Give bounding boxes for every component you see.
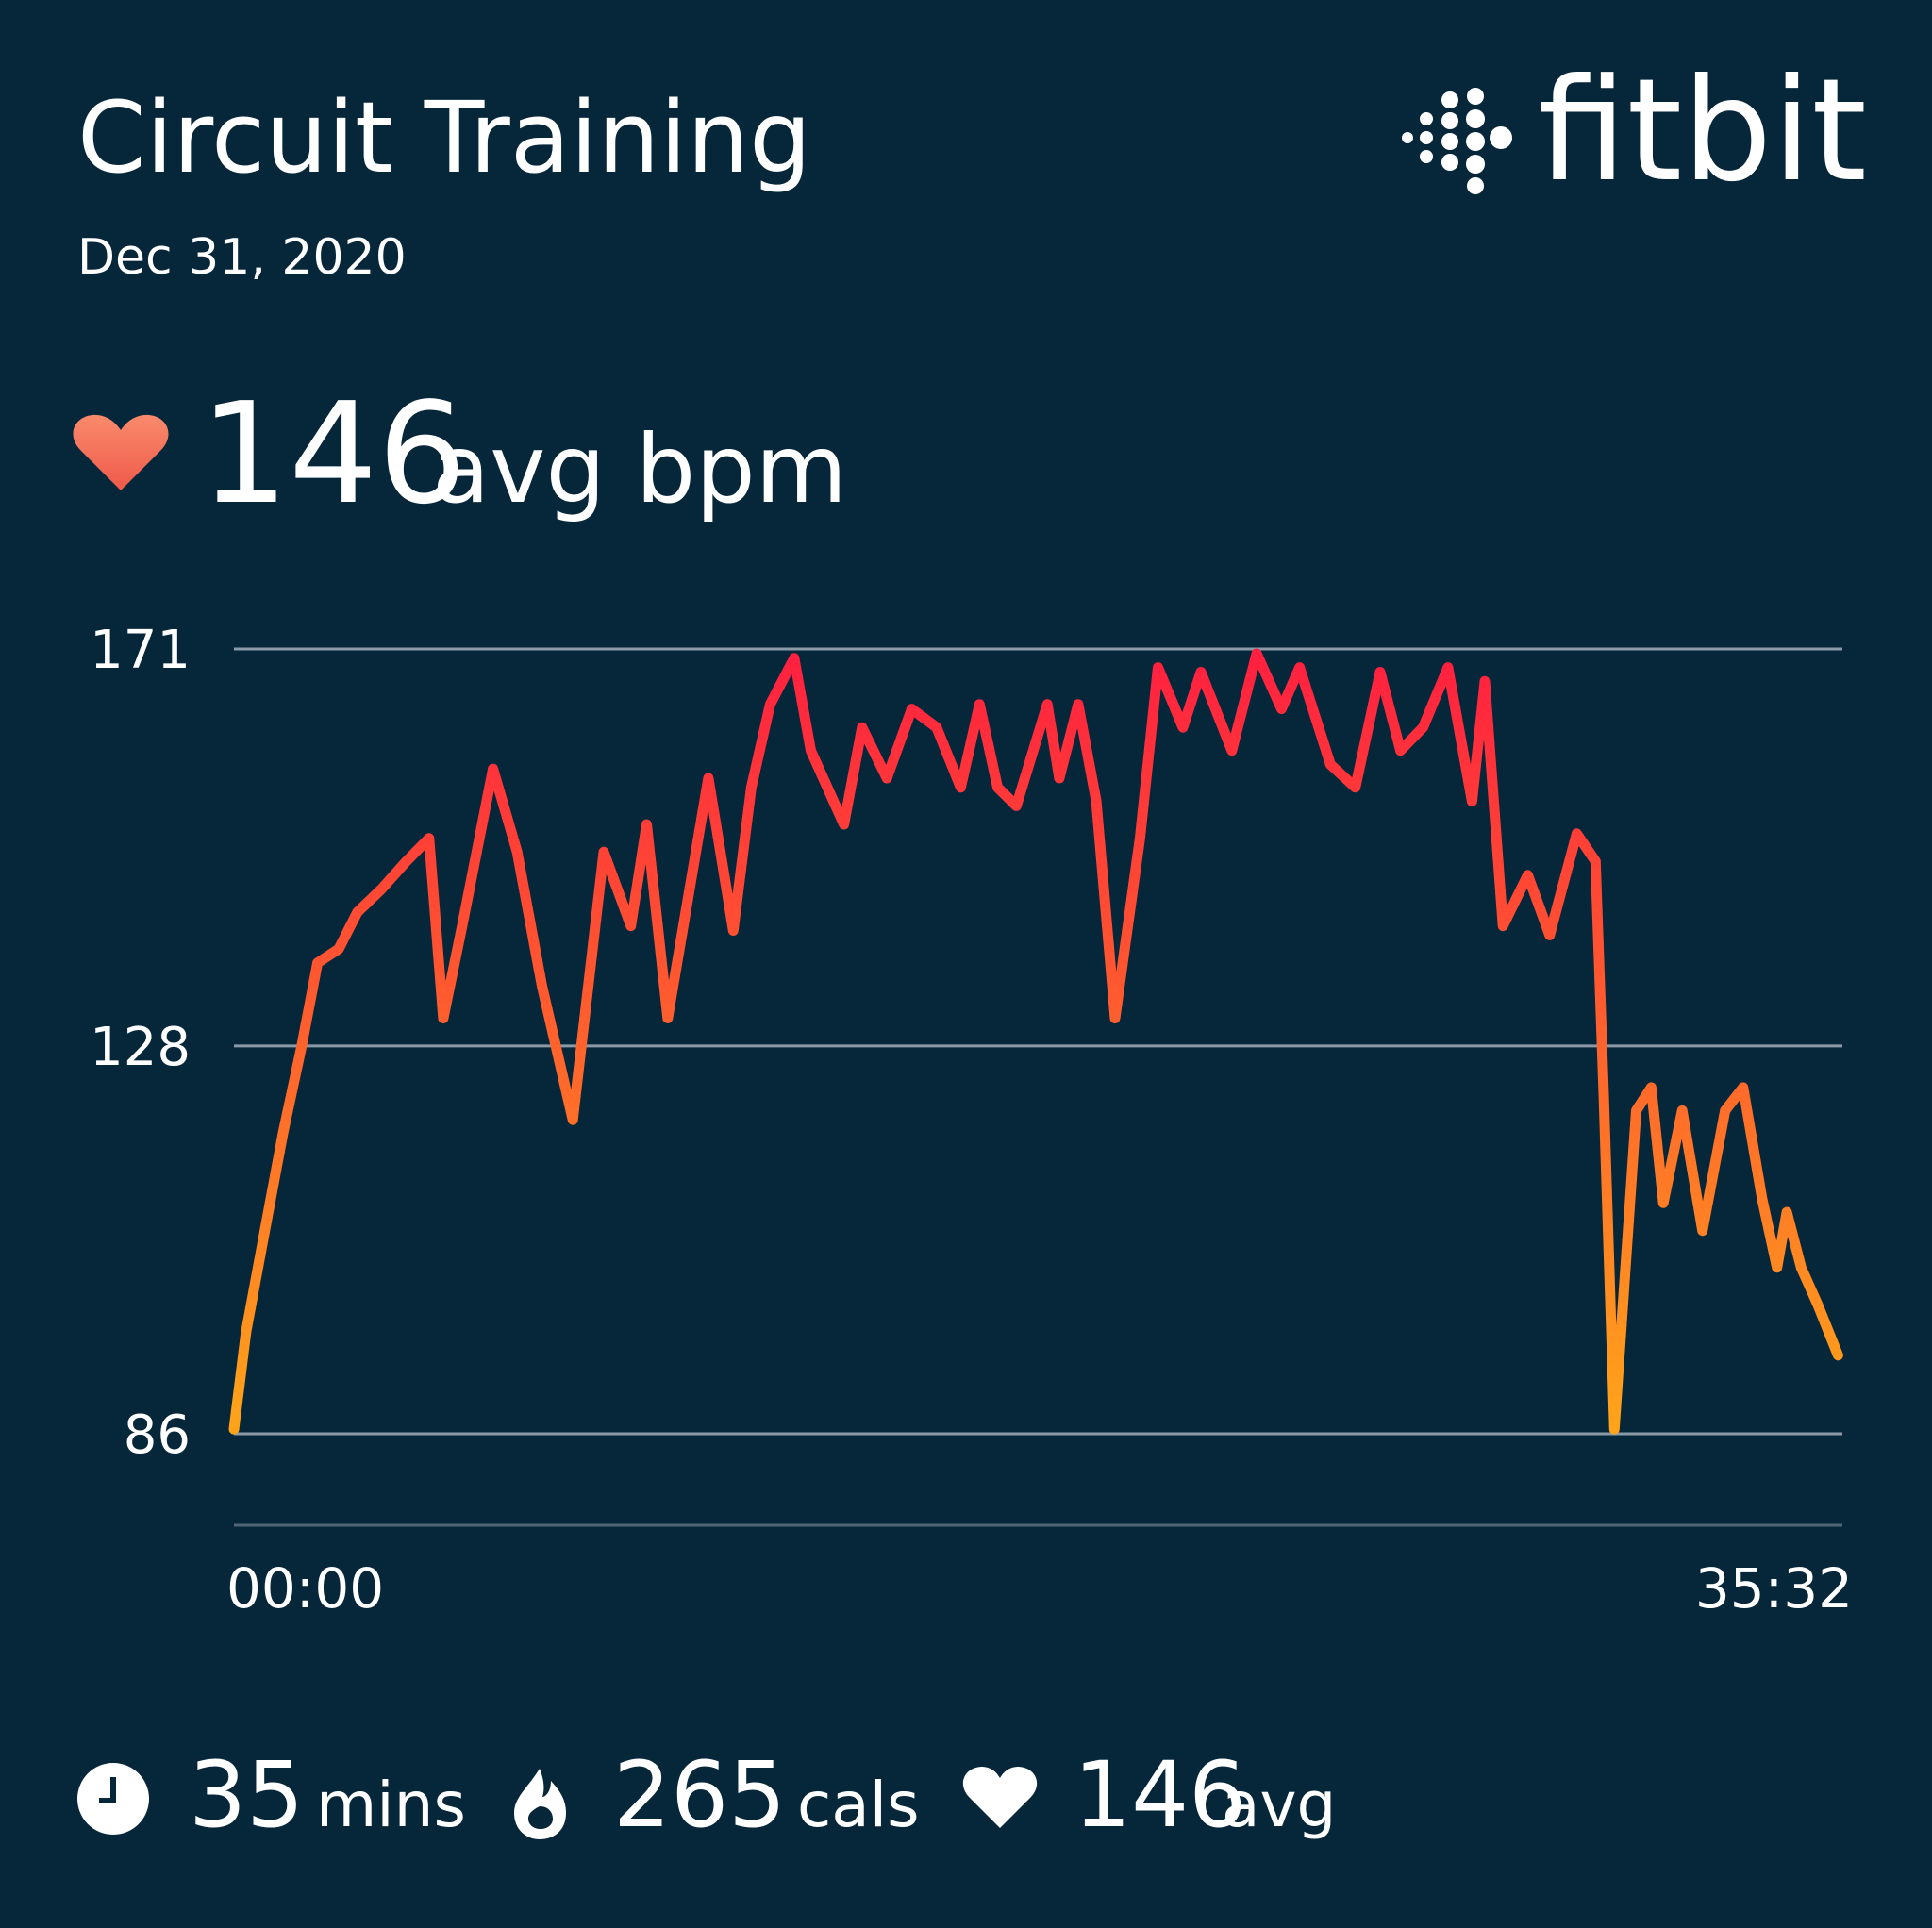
y-tick-label: 128: [90, 1017, 191, 1078]
y-tick-label: 86: [124, 1404, 191, 1466]
heart-icon: [73, 414, 169, 490]
title: Circuit Training: [77, 80, 811, 195]
calories-unit: cals: [797, 1769, 919, 1841]
date: Dec 31, 2020: [77, 229, 407, 286]
brand-logo-icon: [1402, 88, 1512, 194]
x-tick-label: 35:32: [1695, 1556, 1853, 1621]
heart-rate-line: [228, 648, 1843, 1435]
brand: fitbit: [1538, 49, 1867, 213]
heart-rate-value: 146: [1074, 1742, 1246, 1848]
heart-stat-icon: [962, 1767, 1038, 1828]
calories-value: 265: [613, 1742, 786, 1848]
flame-icon: [514, 1769, 566, 1839]
clock-hands: [99, 1777, 116, 1803]
x-tick-label: 00:00: [226, 1556, 384, 1621]
avg-bpm-unit: avg bpm: [432, 414, 847, 524]
duration-unit: mins: [316, 1769, 466, 1841]
y-tick-label: 171: [90, 620, 191, 681]
duration-value: 35: [189, 1742, 304, 1848]
heart-rate-unit: avg: [1222, 1769, 1336, 1841]
avg-bpm-value: 146: [200, 373, 467, 535]
